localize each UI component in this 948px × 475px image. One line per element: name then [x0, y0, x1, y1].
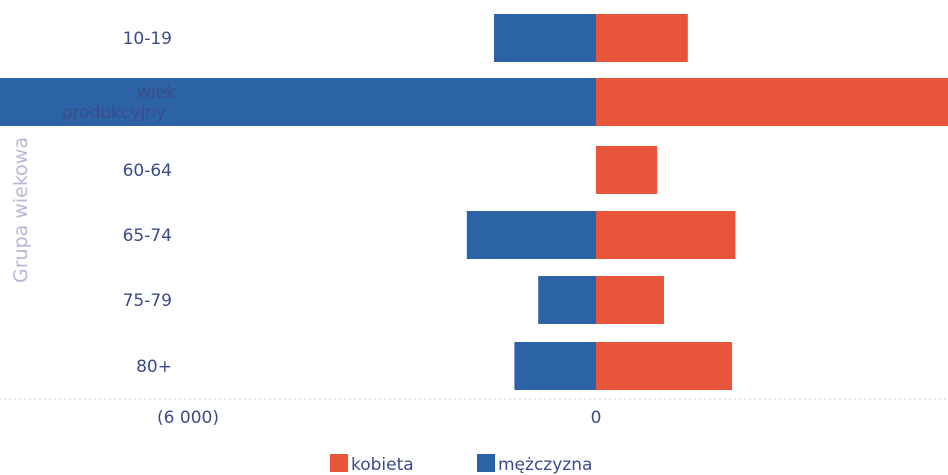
legend-swatch-mezczyzna — [477, 454, 495, 472]
bar-mezczyzna-5 — [514, 342, 596, 390]
bar-kobieta-1 — [596, 78, 948, 126]
category-label: 60-64 — [123, 161, 172, 181]
y-axis-label: Grupa wiekowa — [10, 137, 32, 283]
bar-kobieta-4 — [596, 276, 664, 324]
bar-mezczyzna-3 — [466, 211, 596, 259]
bar-mezczyzna-4 — [538, 276, 596, 324]
bar-kobieta-0 — [596, 14, 688, 62]
legend-label-kobieta: kobieta — [351, 455, 414, 475]
bar-mezczyzna-0 — [494, 14, 596, 62]
bar-kobieta-5 — [596, 342, 732, 390]
legend-label-mezczyzna: mężczyzna — [498, 455, 592, 475]
bar-kobieta-3 — [596, 211, 736, 259]
x-tick-label: 0 — [591, 408, 602, 428]
category-label: 75-79 — [123, 291, 172, 311]
legend-swatch-kobieta — [330, 454, 348, 472]
category-label: 80+ — [136, 357, 172, 377]
x-tick-label: (6 000) — [157, 408, 219, 428]
category-label: 65-74 — [123, 226, 172, 246]
bar-kobieta-2 — [596, 146, 658, 194]
bar-mezczyzna-1 — [0, 78, 597, 126]
category-label: 10-19 — [123, 29, 172, 49]
category-label: wiek produkcyjny — [62, 83, 176, 123]
